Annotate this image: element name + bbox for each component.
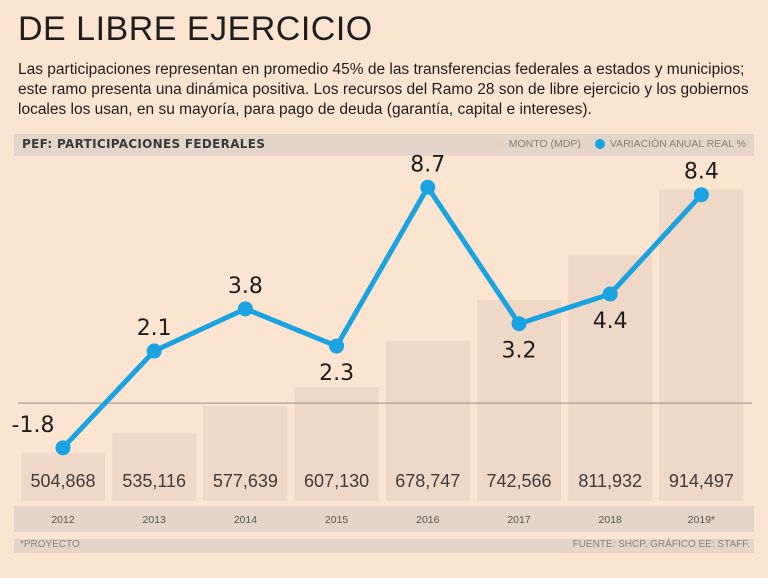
- legend-item-monto: MONTO (MDP): [493, 138, 581, 150]
- x-axis-band: [14, 506, 754, 532]
- variation-value-label: 8.4: [684, 160, 719, 185]
- x-tick-label: 2013: [143, 514, 167, 526]
- bar-2013: [112, 433, 197, 501]
- page-subtitle: Las participaciones representan en prome…: [18, 61, 749, 118]
- variation-value-label: -1.8: [12, 413, 55, 438]
- chart-legend: MONTO (MDP) VARIACIÓN ANUAL REAL %: [480, 138, 746, 150]
- legend-item-variacion: VARIACIÓN ANUAL REAL %: [594, 138, 746, 150]
- variation-value-label: 2.1: [137, 316, 172, 341]
- x-tick-label: 2019*: [688, 514, 715, 526]
- legend-swatch-variacion: [594, 139, 605, 149]
- legend-label-monto: MONTO (MDP): [508, 138, 581, 150]
- variation-point: [55, 440, 71, 456]
- bar-2014: [203, 406, 288, 501]
- variation-point: [602, 286, 618, 302]
- footer-band: *PROYECTO FUENTE: SHCP. GRÁFICO EE: STAF…: [14, 539, 754, 553]
- legend-label-variacion: VARIACIÓN ANUAL REAL %: [609, 138, 746, 150]
- bar-value-label: 811,932: [578, 471, 642, 491]
- bar-value-label: 504,868: [30, 471, 95, 491]
- variation-line: [60, 184, 704, 451]
- variation-value-label: 3.2: [502, 339, 537, 364]
- x-tick-label: 2015: [325, 514, 349, 526]
- variation-value-label: 8.7: [410, 152, 445, 177]
- bar-2015: [294, 387, 379, 501]
- x-tick-label: 2012: [51, 514, 75, 526]
- bar-value-label: 914,497: [669, 471, 734, 491]
- bar-value-label: 535,116: [122, 471, 186, 491]
- variation-point: [420, 179, 436, 195]
- variation-value-label: 2.3: [319, 361, 354, 386]
- bar-value-label: 742,566: [486, 471, 551, 491]
- x-tick-label: 2014: [234, 514, 258, 526]
- x-tick-label: 2018: [599, 514, 623, 526]
- chart-header-band: PEF: PARTICIPACIONES FEDERALES MONTO (MD…: [14, 134, 754, 156]
- bar-2019*: [659, 189, 744, 501]
- footer-source: FUENTE: SHCP. GRÁFICO EE: STAFF.: [572, 539, 750, 550]
- page-title: DE LIBRE EJERCICIO: [18, 10, 373, 48]
- bar-2016: [385, 340, 470, 501]
- bar-value-label: 607,130: [304, 471, 369, 491]
- x-tick-label: 2017: [507, 514, 531, 526]
- chart-header-label: PEF: PARTICIPACIONES FEDERALES: [22, 137, 266, 151]
- variation-point: [146, 343, 162, 359]
- variation-point: [237, 301, 253, 317]
- x-tick-label: 2016: [416, 514, 440, 526]
- bar-2017: [477, 299, 561, 501]
- variation-value-label: 3.8: [228, 274, 263, 299]
- bar-value-label: 678,747: [395, 471, 460, 491]
- variation-point: [693, 187, 709, 203]
- variation-value-label: 4.4: [593, 309, 628, 334]
- bar-2012: [21, 452, 105, 501]
- variation-point: [329, 338, 345, 354]
- variation-point: [511, 316, 527, 332]
- footer-note: *PROYECTO: [20, 539, 80, 550]
- legend-swatch-monto: [493, 139, 504, 149]
- bar-value-label: 577,639: [213, 471, 278, 491]
